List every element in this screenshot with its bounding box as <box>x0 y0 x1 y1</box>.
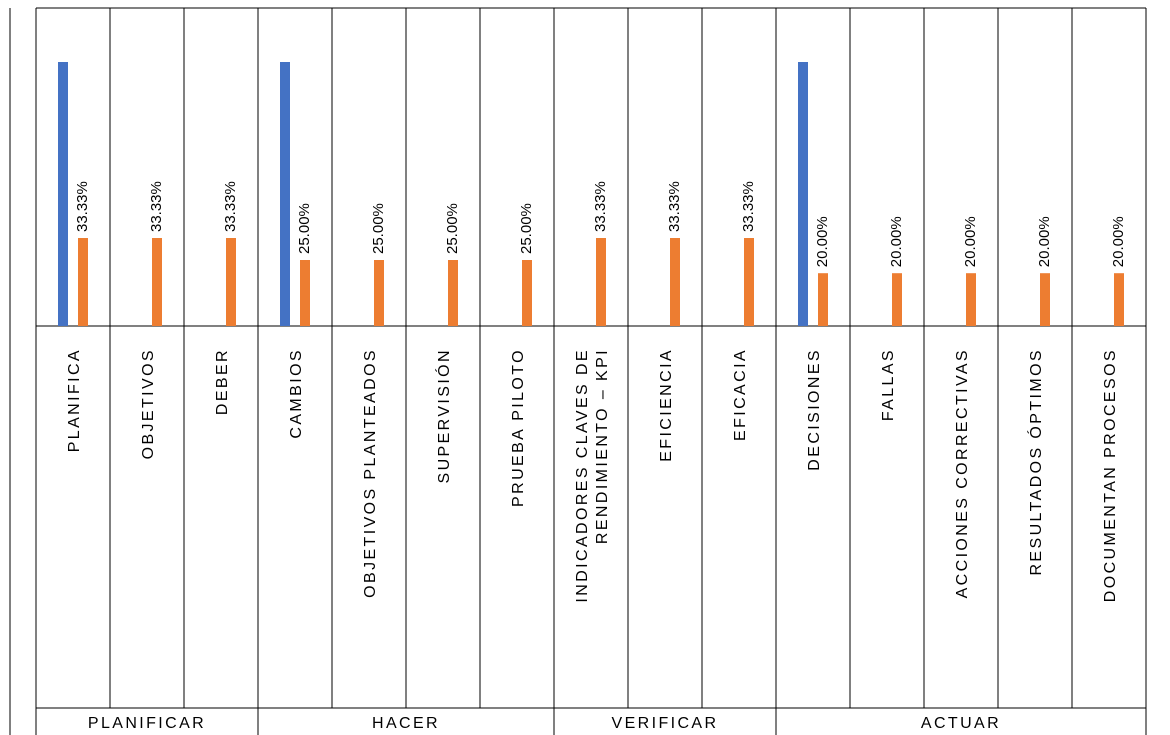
bar-series-1 <box>798 62 808 326</box>
data-label: 33.33% <box>74 181 91 232</box>
bar-series-2 <box>226 238 236 326</box>
category-label: RESULTADOS ÓPTIMOS <box>1026 348 1045 576</box>
bar-series-2 <box>522 260 532 326</box>
data-label: 20.00% <box>888 216 905 267</box>
bar-series-2 <box>152 238 162 326</box>
category-label: DOCUMENTAN PROCESOS <box>1102 348 1119 602</box>
category-label: PRUEBA PILOTO <box>510 348 527 507</box>
category-label: EFICACIA <box>732 348 749 441</box>
bar-series-2 <box>892 273 902 326</box>
bar-series-2 <box>448 260 458 326</box>
group-label: HACER <box>372 715 440 732</box>
category-label: DEBER <box>214 348 231 415</box>
data-label: 33.33% <box>666 181 683 232</box>
data-label: 33.33% <box>148 181 165 232</box>
category-label: DECISIONES <box>806 348 823 471</box>
category-label: SUPERVISIÓN <box>434 348 453 483</box>
data-label: 25.00% <box>296 203 313 254</box>
category-label: OBJETIVOS PLANTEADOS <box>362 348 379 598</box>
data-label: 20.00% <box>1110 216 1127 267</box>
bar-series-1 <box>280 62 290 326</box>
category-label: PLANIFICA <box>66 348 83 452</box>
category-label: EFICIENCIA <box>658 348 675 462</box>
data-label: 25.00% <box>518 203 535 254</box>
data-label: 33.33% <box>592 181 609 232</box>
bar-series-2 <box>596 238 606 326</box>
group-label: ACTUAR <box>921 715 1001 732</box>
bar-series-2 <box>966 273 976 326</box>
category-label: FALLAS <box>880 348 897 421</box>
data-label: 20.00% <box>814 216 831 267</box>
data-label: 20.00% <box>1036 216 1053 267</box>
group-label: VERIFICAR <box>612 715 719 732</box>
group-label: PLANIFICAR <box>88 715 206 732</box>
category-label: INDICADORES CLAVES DE RENDIMIENTO – KPI <box>574 348 611 603</box>
bar-series-2 <box>1040 273 1050 326</box>
bar-series-2 <box>1114 273 1124 326</box>
bar-series-2 <box>818 273 828 326</box>
data-label: 33.33% <box>740 181 757 232</box>
data-label: 33.33% <box>222 181 239 232</box>
bar-series-2 <box>374 260 384 326</box>
category-label: CAMBIOS <box>288 348 305 439</box>
bar-series-2 <box>744 238 754 326</box>
data-label: 20.00% <box>962 216 979 267</box>
data-label: 25.00% <box>444 203 461 254</box>
category-label: OBJETIVOS <box>140 348 157 459</box>
category-label: ACCIONES CORRECTIVAS <box>954 348 971 598</box>
data-label: 25.00% <box>370 203 387 254</box>
bar-series-2 <box>670 238 680 326</box>
bar-series-2 <box>78 238 88 326</box>
bar-series-2 <box>300 260 310 326</box>
bar-series-1 <box>58 62 68 326</box>
